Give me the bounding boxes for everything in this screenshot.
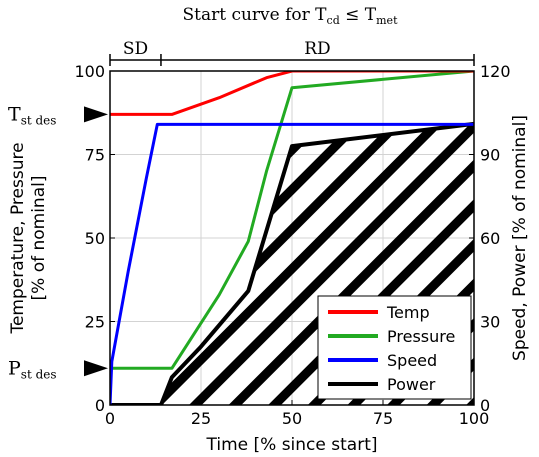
legend: Temp Pressure Speed Power xyxy=(317,295,472,400)
y-right-tick-label: 120 xyxy=(480,62,511,81)
y-left-tick-label: 100 xyxy=(74,62,105,81)
marker-label-p-st-des: Pst des xyxy=(8,357,57,381)
x-tick-label: 50 xyxy=(282,409,302,428)
chart-title-relation: ≤ T xyxy=(340,5,377,25)
y-right-tick-label: 30 xyxy=(480,313,500,332)
y-left-tick-label: 0 xyxy=(95,396,105,415)
chart-title: Start curve for Tcd ≤ Tmet xyxy=(182,5,398,27)
chart-title-sub2: met xyxy=(376,14,398,27)
legend-label-temp: Temp xyxy=(386,303,430,322)
x-tick-label: 100 xyxy=(459,409,490,428)
y-right-tick-label: 60 xyxy=(480,229,500,248)
x-tick-label: 25 xyxy=(191,409,211,428)
phase-label-rd: RD xyxy=(304,39,330,59)
y-left-tick-label: 25 xyxy=(85,313,105,332)
y-axis-label-left-line2: [% of nominal] xyxy=(29,176,49,301)
y-left-tick-label: 75 xyxy=(85,146,105,165)
y-right-tick-label: 0 xyxy=(480,396,490,415)
markers: Tst des Pst des xyxy=(8,103,108,381)
marker-arrow-p-st-des xyxy=(84,360,108,377)
series-pressure-line xyxy=(110,71,474,370)
chart-title-sub1: cd xyxy=(327,14,340,27)
y-axis-label-right: Speed, Power [% of nominal] xyxy=(510,115,530,361)
legend-label-power: Power xyxy=(387,375,436,394)
series-temp-line xyxy=(110,71,474,116)
marker-label-t-st-des: Tst des xyxy=(8,103,56,127)
series-power-line xyxy=(110,121,474,405)
y-right-tick-label: 90 xyxy=(480,146,500,165)
x-tick-label: 75 xyxy=(373,409,393,428)
y-axis-label-left-line1: Temperature, Pressure xyxy=(8,142,28,334)
legend-label-pressure: Pressure xyxy=(387,327,455,346)
x-axis-label: Time [% since start] xyxy=(206,435,378,455)
series-speed-line xyxy=(110,122,474,405)
chart-title-prefix: Start curve for T xyxy=(182,5,327,25)
y-left-tick-label: 50 xyxy=(85,229,105,248)
phase-label-sd: SD xyxy=(123,39,148,59)
x-tick-label: 0 xyxy=(105,409,115,428)
marker-arrow-t-st-des xyxy=(84,106,108,123)
legend-label-speed: Speed xyxy=(387,351,437,370)
phase-bar: SD RD xyxy=(109,39,475,66)
